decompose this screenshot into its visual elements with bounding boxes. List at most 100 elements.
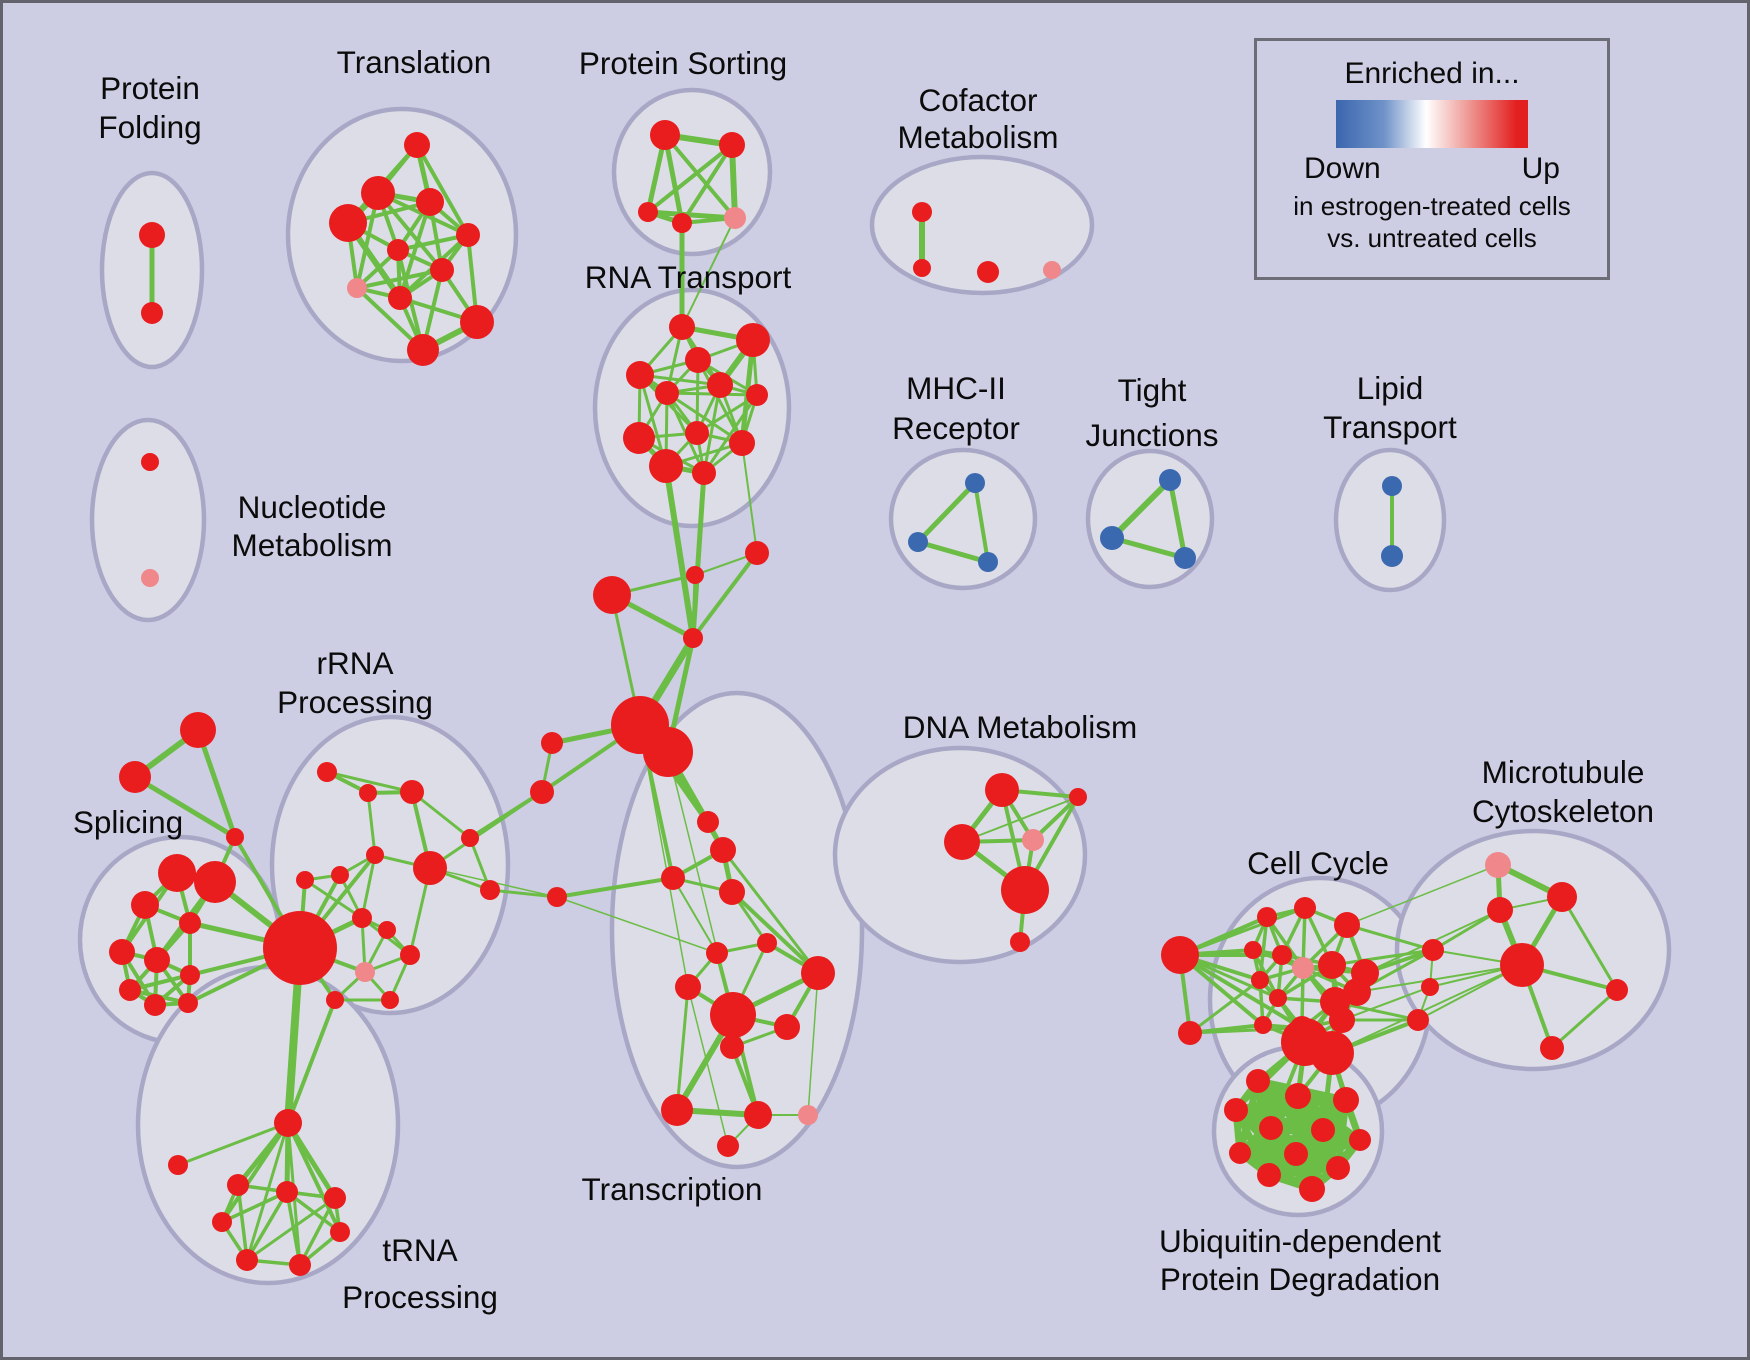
node-net-9	[710, 837, 736, 863]
node-tl-3	[329, 204, 367, 242]
cluster-ub-label: Ubiquitin-dependent Protein Degradation	[1159, 1223, 1441, 1297]
node-ub-1	[1285, 1083, 1311, 1109]
node-tl-4	[456, 223, 480, 247]
cluster-tn-label: tRNA Processing	[342, 1232, 498, 1315]
node-rr-7	[378, 921, 396, 939]
node-ub-3	[1224, 1098, 1248, 1122]
node-ub-9	[1326, 1156, 1350, 1180]
cluster-ps-region	[611, 87, 773, 257]
edge-inter	[667, 751, 734, 1016]
edge-ps	[646, 143, 734, 214]
node-tn-5	[236, 1249, 258, 1271]
node-rna-11	[692, 461, 716, 485]
node-cc-6	[1272, 945, 1292, 965]
cluster-mhc-region	[888, 447, 1038, 591]
node-tl-5	[387, 239, 409, 261]
legend-box: Enriched in... Down Up in estrogen-treat…	[1254, 38, 1610, 280]
node-sp-8	[144, 994, 166, 1016]
edge-inter	[663, 463, 696, 641]
node-dna-4	[1001, 866, 1049, 914]
node-net-15	[226, 828, 244, 846]
node-tl-9	[460, 305, 494, 339]
edge-rr	[366, 791, 377, 857]
node-rr-8	[296, 871, 314, 889]
node-net-8	[697, 811, 719, 833]
cluster-cf-label: Cofactor Metabolism	[897, 82, 1058, 155]
node-mhc-1	[908, 532, 928, 552]
node-cc-5	[1244, 941, 1262, 959]
edge-rr	[360, 853, 377, 920]
node-rr-11	[326, 991, 344, 1009]
node-cc-13	[1343, 978, 1371, 1006]
node-net-12	[547, 887, 567, 907]
node-rna-9	[729, 430, 755, 456]
node-tj-1	[1100, 526, 1124, 550]
edge-mt	[1550, 988, 1619, 1050]
node-rna-5	[707, 372, 733, 398]
node-pf-0	[139, 222, 165, 248]
node-tj-2	[1174, 547, 1196, 569]
node-net-5	[643, 727, 693, 777]
node-net-20	[168, 1155, 188, 1175]
node-tc-4	[710, 992, 756, 1038]
legend-title: Enriched in...	[1344, 57, 1520, 90]
node-tc-10	[717, 1135, 739, 1157]
cluster-tc-label: Transcription	[582, 1171, 763, 1207]
node-mt-0	[1485, 852, 1511, 878]
edge-rr	[325, 770, 414, 794]
cluster-cf-region	[869, 154, 1095, 296]
node-rna-4	[655, 381, 679, 405]
edge-inter	[410, 790, 472, 840]
node-dna-1	[944, 824, 980, 860]
edge-mhc	[915, 480, 978, 545]
node-cc-4	[1334, 912, 1360, 938]
node-ub-7	[1229, 1142, 1251, 1164]
edge-inter	[1330, 948, 1435, 967]
node-ps-2	[638, 202, 658, 222]
edge-cc	[1178, 906, 1307, 957]
edge-ps	[645, 209, 738, 221]
cluster-nm-region	[89, 417, 207, 623]
node-cc-0	[1161, 936, 1199, 974]
node-rr-12	[381, 991, 399, 1009]
legend-subtitle-line2: vs. untreated cells	[1327, 223, 1537, 253]
edge-inter	[286, 1121, 342, 1234]
node-rna-8	[685, 421, 709, 445]
node-lt-1	[1381, 545, 1403, 567]
edge-tn	[245, 1196, 337, 1262]
node-net-17	[119, 761, 151, 793]
node-ub-4	[1259, 1116, 1283, 1140]
edge-inter	[220, 1121, 290, 1224]
node-ps-3	[672, 213, 692, 233]
edge-tl	[355, 268, 444, 290]
cluster-rna-label: RNA Transport	[585, 259, 792, 295]
edge-rr	[303, 878, 364, 920]
legend-axis-labels: Down Up	[1304, 152, 1560, 186]
node-rna-0	[669, 314, 695, 340]
node-ps-0	[650, 120, 680, 150]
edge-tc	[807, 972, 819, 1116]
edge-tj	[1167, 477, 1188, 561]
node-tc-8	[744, 1101, 772, 1129]
edge-net	[555, 876, 675, 899]
node-cc-2	[1257, 907, 1277, 927]
node-nm-0	[141, 453, 159, 471]
legend-down-label: Down	[1304, 152, 1381, 185]
edge-inter	[672, 877, 718, 954]
node-ub-2	[1333, 1087, 1359, 1113]
edge-dna	[961, 796, 1079, 843]
node-cc-1	[1178, 1021, 1202, 1045]
node-tn-0	[227, 1174, 249, 1196]
node-sp-0	[158, 854, 196, 892]
node-mt-8	[1540, 1036, 1564, 1060]
edge-ps	[680, 143, 734, 225]
node-tn-3	[212, 1212, 232, 1232]
edge-tn	[245, 1190, 289, 1262]
node-tc-9	[798, 1105, 818, 1125]
node-sp-2	[131, 891, 159, 919]
node-sp-7	[119, 979, 141, 1001]
node-tl-1	[361, 176, 395, 210]
edge-inter	[1346, 864, 1499, 926]
node-net-18	[263, 911, 337, 985]
edge-inter	[639, 724, 689, 988]
